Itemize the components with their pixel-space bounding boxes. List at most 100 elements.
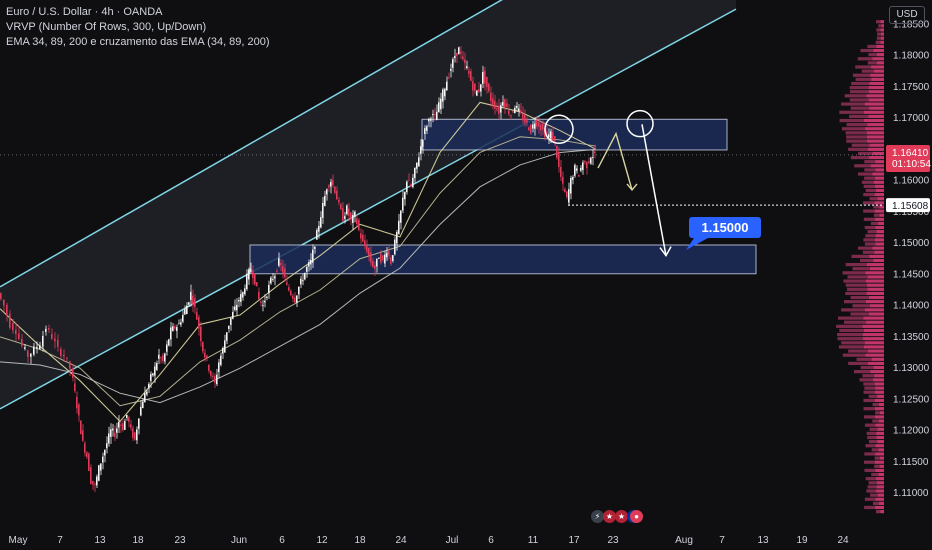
volume-bar-up [876,36,881,40]
candle-body [426,126,428,131]
volume-bar-up [837,337,864,341]
volume-bar-up [876,28,881,32]
candle-body [15,329,17,335]
volume-bar-up [837,332,863,337]
volume-bar-down [875,386,884,390]
candle-body [57,339,59,347]
candle-body [194,298,196,307]
volume-bar-up [875,411,881,415]
zones[interactable] [249,118,757,275]
candle-body [344,216,346,219]
event-flash-icon[interactable]: ⚡ [591,510,604,523]
volume-bar-down [878,448,884,452]
volume-bar-down [865,271,884,275]
legend-vrvp[interactable]: VRVP (Number Of Rows, 300, Up/Down) [6,21,207,33]
volume-bar-down [862,332,884,337]
price-channel[interactable] [0,0,737,410]
candle-body [220,355,222,365]
countdown-text: 01:10:54 [892,159,931,170]
volume-bar-up [845,131,867,135]
candle-body [454,56,456,59]
volume-bar-down [879,501,884,505]
candle-body [39,345,41,350]
currency-button[interactable]: USD [889,6,925,24]
candle-body [330,182,332,187]
candle-body [3,299,5,306]
candle-body [288,287,290,291]
volume-bar-up [845,291,867,296]
candle-body [500,105,502,113]
volume-bar-down [866,94,884,98]
volume-bar-down [878,221,884,226]
volume-bar-up [862,374,875,378]
candle-body [368,247,370,256]
candle-body [24,347,26,349]
candle-body [242,292,244,298]
volume-bar-down [873,258,884,263]
price-axis[interactable]: 1.185001.180001.175001.170001.165001.160… [884,0,932,550]
candle-body [490,92,492,102]
volume-bar-up [851,254,870,258]
candle-body [326,189,328,195]
price-tick-label: 1.13000 [893,363,930,374]
time-tick-label: 18 [354,535,366,546]
candle-body [94,484,96,486]
volume-bar-up [867,435,877,440]
volume-bar-down [879,205,884,209]
event-flag-us-icon[interactable]: ★ [615,510,628,523]
candle-body [290,291,292,296]
volume-bar-down [869,81,884,86]
candle-body [182,314,184,322]
volume-bar-down [875,460,884,464]
volume-bar-up [861,180,875,184]
candle-body [80,420,82,435]
annotations[interactable]: 1.15000 [0,109,884,257]
candle-body [328,185,330,188]
event-flag-red-icon[interactable]: ● [630,510,643,523]
candle-body [208,365,210,371]
volume-bar-up [841,127,866,131]
candle-body [222,347,224,354]
legend-symbol[interactable]: Euro / U.S. Dollar · 4h · OANDA [6,6,163,18]
candle-body [226,332,228,341]
volume-bar-down [869,155,884,160]
volume-bar-up [878,24,882,28]
legend-ema[interactable]: EMA 34, 89, 200 e cruzamento das EMA (34… [6,36,270,48]
candle-body [456,52,458,56]
volume-bar-down [880,40,884,44]
candle-body [188,302,190,305]
candle-body [448,77,450,79]
candle-body [154,366,156,376]
time-tick-label: Aug [675,535,693,546]
volume-bar-down [868,98,884,102]
volume-bar-down [873,365,884,370]
volume-bar-down [863,345,884,349]
candle-body [138,418,140,429]
candle-body [446,81,448,91]
candle-body [276,271,278,272]
volume-bar-down [874,184,884,188]
candle-body [350,212,352,220]
candle-body [376,258,378,267]
volume-bar-down [874,193,884,197]
candle-body [460,51,462,54]
volume-bar-up [839,110,864,114]
time-axis[interactable]: May 7 13 18 23 Jun 6 12 18 24 Jul 6 11 17 23 Aug 7 13 19 24 [0,528,932,550]
volume-bar-down [872,378,884,382]
candle-body [578,174,580,177]
volume-bar-down [875,168,884,172]
volume-bar-up [863,415,875,419]
volume-bar-down [875,468,884,473]
candle-body [354,211,356,217]
candle-body [112,428,114,431]
candle-body [144,393,146,403]
candle-body [172,326,174,332]
candle-body [382,255,384,260]
candle-body [554,136,556,142]
event-flag-us-icon[interactable]: ★ [603,510,616,523]
candle-body [120,424,122,426]
candle-body [478,89,480,92]
candle-body [176,327,178,331]
channel-fill [0,0,736,409]
